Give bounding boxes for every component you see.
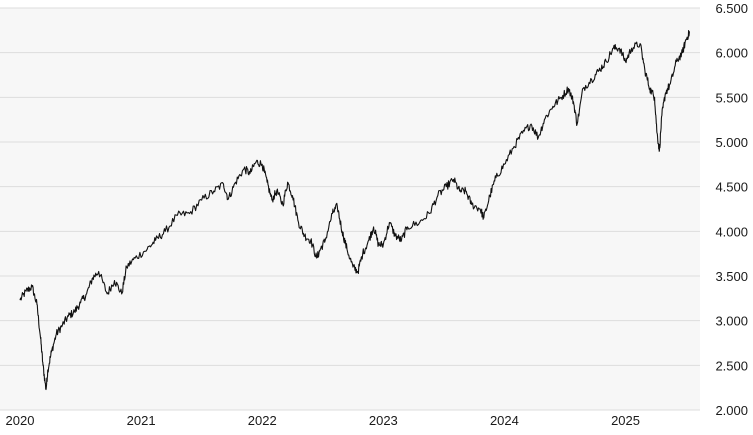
y-tick-label: 3.500 <box>715 269 748 284</box>
y-tick-label: 3.000 <box>715 314 748 329</box>
x-tick-label: 2024 <box>490 413 519 428</box>
y-tick-label: 4.000 <box>715 224 748 239</box>
plot-background <box>0 8 700 410</box>
x-tick-label: 2023 <box>369 413 398 428</box>
x-tick-label: 2020 <box>6 413 35 428</box>
y-tick-label: 5.000 <box>715 135 748 150</box>
y-tick-label: 6.000 <box>715 46 748 61</box>
y-axis-tick-labels: 2.000 2.500 3.000 3.500 4.000 4.500 5.000 5.500… <box>715 1 748 418</box>
x-axis-tick-labels: 2020 2021 2022 2023 2024 2025 <box>6 413 640 428</box>
x-tick-label: 2022 <box>248 413 277 428</box>
series-line <box>19 29 691 391</box>
x-tick-label: 2025 <box>611 413 640 428</box>
gridlines <box>0 7 700 411</box>
series-layer <box>19 29 691 391</box>
y-tick-label: 6.500 <box>715 1 748 16</box>
x-tick-label: 2021 <box>127 413 156 428</box>
y-tick-label: 4.500 <box>715 180 748 195</box>
y-tick-label: 2.500 <box>715 358 748 373</box>
y-tick-label: 5.500 <box>715 90 748 105</box>
y-tick-label: 2.000 <box>715 403 748 418</box>
